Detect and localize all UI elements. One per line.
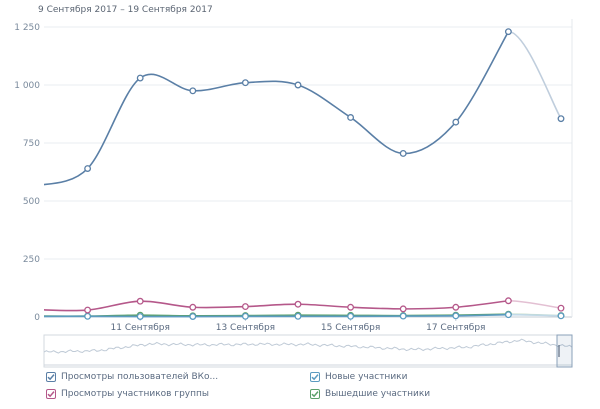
y-tick-label: 1 000 — [14, 81, 40, 91]
x-tick-label: 17 Сентября — [426, 323, 485, 333]
navigator-frame — [43, 334, 573, 368]
data-point — [347, 303, 355, 311]
series-line-partial — [508, 30, 562, 120]
y-tick-label: 250 — [23, 255, 40, 265]
data-point — [189, 303, 197, 311]
checkbox-checked-icon[interactable] — [46, 389, 56, 399]
grid-lines — [44, 19, 573, 318]
series-line-partial — [508, 313, 562, 317]
data-point — [136, 74, 144, 82]
data-point — [294, 81, 302, 89]
data-point — [504, 297, 512, 305]
x-tick-label: 13 Сентября — [216, 323, 275, 333]
checkbox-checked-icon[interactable] — [310, 389, 320, 399]
navigator-selection — [556, 334, 573, 368]
y-tick-label: 1 250 — [14, 23, 40, 33]
x-tick-label: 11 Сентября — [111, 323, 170, 333]
data-point — [504, 311, 512, 319]
data-point — [399, 312, 407, 320]
data-point — [241, 303, 249, 311]
series-line-partial — [508, 299, 562, 309]
series-lines — [44, 30, 562, 318]
legend-label: Просмотры пользователей ВКо... — [61, 372, 219, 382]
y-axis-tick-labels: 0 250 500 750 1 000 1 250 — [14, 23, 40, 323]
legend-item-user-views[interactable]: Просмотры пользователей ВКо... — [46, 372, 218, 382]
data-point — [241, 312, 249, 320]
data-point — [241, 79, 249, 87]
range-navigator — [43, 334, 573, 368]
data-point — [294, 312, 302, 320]
data-point — [452, 312, 460, 320]
y-tick-label: 0 — [34, 313, 40, 323]
legend-item-new-members[interactable]: Новые участники — [310, 372, 407, 382]
y-tick-label: 500 — [23, 197, 40, 207]
data-point — [452, 118, 460, 126]
x-tick-label: 15 Сентября — [321, 323, 380, 333]
data-point — [136, 297, 144, 305]
legend-item-group-member-views[interactable]: Просмотры участников группы — [46, 389, 209, 399]
data-point — [84, 165, 92, 172]
series-line — [44, 313, 509, 318]
data-point — [504, 28, 512, 36]
legend-label: Просмотры участников группы — [61, 389, 209, 399]
data-point — [347, 312, 355, 320]
legend-label: Вышедшие участники — [325, 389, 431, 399]
data-point — [84, 306, 92, 314]
data-point — [557, 115, 565, 123]
series-points — [84, 28, 565, 320]
data-point — [189, 313, 197, 320]
data-point — [557, 304, 565, 312]
data-point — [189, 87, 197, 95]
data-point — [452, 303, 460, 311]
series-line — [44, 31, 510, 186]
data-point — [399, 149, 407, 157]
y-tick-label: 750 — [23, 139, 40, 149]
data-point — [294, 300, 302, 308]
navigator-line — [44, 338, 572, 354]
data-point — [347, 114, 355, 121]
data-point — [136, 313, 144, 320]
data-point — [557, 312, 565, 320]
checkbox-checked-icon[interactable] — [46, 372, 56, 382]
legend-label: Новые участники — [325, 372, 408, 382]
data-point — [84, 312, 92, 320]
line-chart[interactable]: 0 250 500 750 1 000 1 250 11 Сентября 13 Сентя… — [0, 0, 600, 372]
date-range: 9 Сентября 2017 – 19 Сентября 2017 — [38, 5, 213, 15]
checkbox-checked-icon[interactable] — [310, 372, 320, 382]
data-point — [399, 305, 407, 313]
series-line — [44, 299, 509, 312]
legend-item-left-members[interactable]: Вышедшие участники — [310, 389, 430, 399]
